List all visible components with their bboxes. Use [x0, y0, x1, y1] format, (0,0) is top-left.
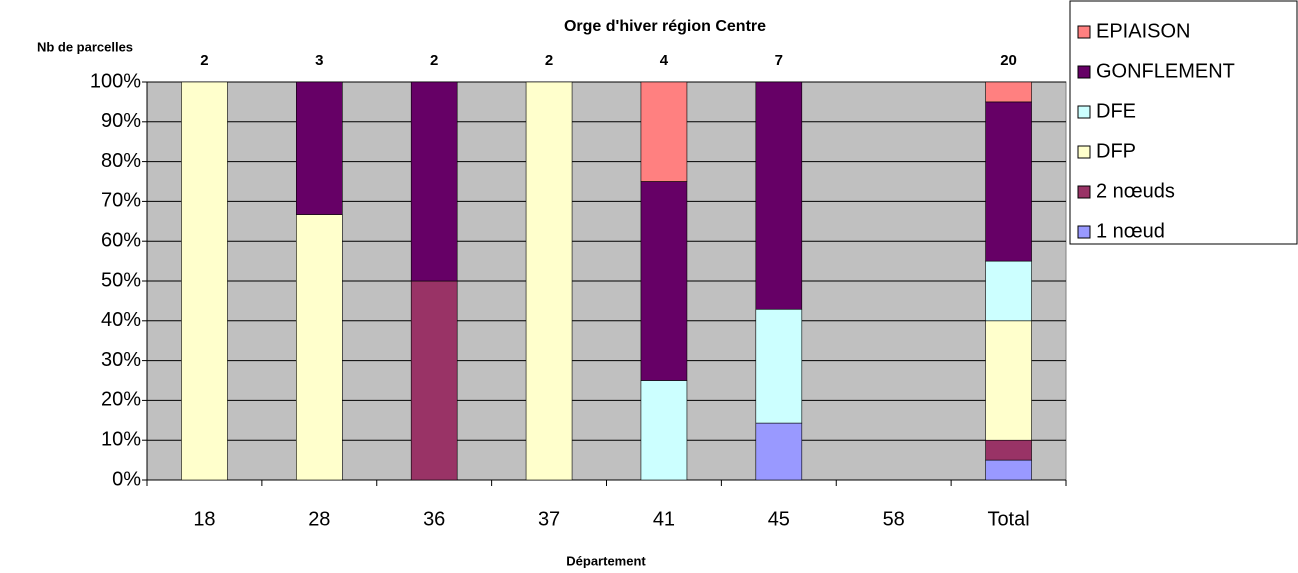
bar-segment	[296, 81, 343, 215]
count-label: 7	[775, 52, 783, 69]
x-tick-label: 18	[193, 508, 215, 530]
bar-segment	[985, 320, 1032, 441]
legend-label: GONFLEMENT	[1096, 60, 1235, 82]
x-tick-label: 45	[768, 508, 790, 530]
x-tick-label: 37	[538, 508, 560, 530]
y-tick-label: 40%	[101, 309, 141, 331]
count-label: 2	[200, 52, 208, 69]
x-tick-label: 41	[653, 508, 675, 530]
bar-segment	[296, 214, 343, 481]
count-label: 2	[430, 52, 438, 69]
bar-segment	[985, 439, 1032, 461]
count-label: 4	[660, 52, 669, 69]
bar-segment	[755, 422, 803, 481]
count-annotation: Nb de parcelles	[37, 39, 133, 54]
y-tick-label: 10%	[101, 428, 141, 450]
bar-segment	[755, 81, 803, 310]
count-label: 2	[545, 52, 553, 69]
bar-segment	[410, 81, 458, 282]
y-tick-label: 90%	[101, 110, 141, 132]
bar-segment	[525, 81, 573, 481]
x-tick-label: 28	[308, 508, 330, 530]
bar-segment	[640, 380, 688, 481]
y-tick-label: 50%	[101, 269, 141, 291]
legend-swatch	[1077, 185, 1091, 199]
x-tick-label: 36	[423, 508, 445, 530]
legend-swatch	[1077, 225, 1091, 239]
x-axis-title: Département	[566, 553, 646, 568]
y-tick-label: 70%	[101, 190, 141, 212]
chart-title: Orge d'hiver région Centre	[564, 18, 766, 35]
y-tick-label: 60%	[101, 229, 141, 251]
x-tick-label: 58	[883, 508, 905, 530]
legend-label: EPIAISON	[1096, 20, 1190, 42]
count-label: 20	[1000, 52, 1017, 69]
legend-label: DFE	[1096, 100, 1136, 122]
bar-segment	[985, 101, 1032, 262]
legend-box	[1069, 0, 1298, 245]
bar-segment	[181, 81, 228, 481]
legend-swatch	[1077, 25, 1091, 39]
count-label: 3	[315, 52, 323, 69]
legend-label: 2 nœuds	[1096, 180, 1175, 202]
bar-segment	[755, 308, 803, 424]
legend-swatch	[1077, 65, 1091, 79]
bar-segment	[985, 260, 1032, 322]
bar-segment	[410, 280, 458, 481]
y-tick-label: 100%	[90, 70, 141, 92]
legend-label: DFP	[1096, 140, 1136, 162]
y-tick-label: 30%	[101, 349, 141, 371]
legend-swatch	[1077, 105, 1091, 119]
legend-swatch	[1077, 145, 1091, 159]
y-tick-label: 80%	[101, 150, 141, 172]
y-tick-label: 20%	[101, 389, 141, 411]
y-tick-label: 0%	[112, 468, 141, 490]
bar-segment	[985, 459, 1032, 481]
legend-label: 1 nœud	[1096, 220, 1165, 242]
bar-segment	[985, 81, 1032, 103]
bar-segment	[640, 181, 688, 381]
bar-segment	[640, 81, 688, 182]
x-tick-label: Total	[987, 508, 1029, 530]
